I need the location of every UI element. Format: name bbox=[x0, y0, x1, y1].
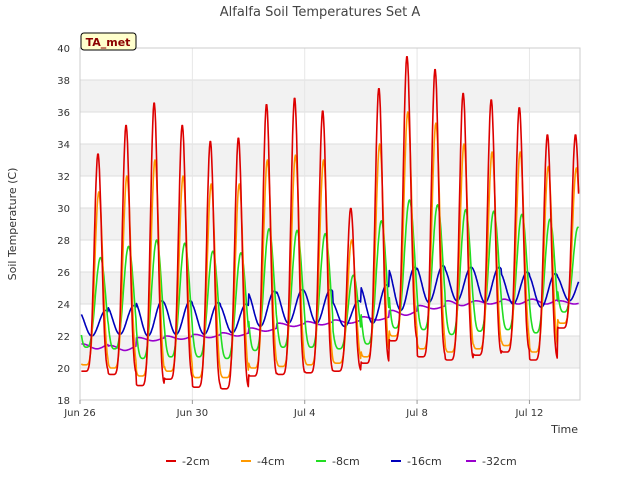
x-axis-label: Time bbox=[550, 423, 578, 436]
series-line-neg16cm bbox=[80, 264, 580, 337]
y-axis-ticks: 18 20 22 24 26 28 30 32 34 36 38 40 bbox=[57, 44, 70, 407]
x-tick-label: Jun 26 bbox=[63, 408, 96, 419]
plot-band bbox=[80, 144, 580, 176]
y-tick-label: 28 bbox=[57, 236, 70, 247]
chart-title: Alfalfa Soil Temperatures Set A bbox=[220, 5, 421, 20]
x-tick-label: Jul 12 bbox=[514, 408, 543, 419]
legend: -2cm -4cm -8cm -16cm -32cm bbox=[166, 455, 517, 468]
plot-band bbox=[80, 48, 580, 80]
legend-label: -8cm bbox=[332, 455, 360, 468]
legend-label: -4cm bbox=[257, 455, 285, 468]
legend-label: -32cm bbox=[482, 455, 517, 468]
station-badge-text: TA_met bbox=[86, 36, 131, 49]
y-tick-label: 38 bbox=[57, 76, 70, 87]
y-axis-label: Soil Temperature (C) bbox=[6, 168, 19, 281]
station-badge: TA_met bbox=[80, 32, 137, 51]
y-tick-label: 36 bbox=[57, 108, 70, 119]
x-tick-label: Jul 8 bbox=[405, 408, 428, 419]
plot-band bbox=[80, 80, 580, 112]
y-tick-label: 40 bbox=[57, 44, 70, 55]
series-lines bbox=[80, 55, 580, 390]
plot-band bbox=[80, 368, 580, 400]
y-tick-label: 22 bbox=[57, 332, 70, 343]
plot-band bbox=[80, 112, 580, 144]
y-tick-label: 24 bbox=[57, 300, 70, 311]
station-badge-box bbox=[80, 32, 137, 51]
plot-band bbox=[80, 208, 580, 240]
x-axis-ticks: Jun 26 Jun 30 Jul 4 Jul 8 Jul 12 bbox=[63, 400, 543, 419]
x-tick-label: Jul 4 bbox=[293, 408, 316, 419]
y-tick-label: 30 bbox=[57, 204, 70, 215]
y-tick-label: 32 bbox=[57, 172, 70, 183]
series-line-neg2cm bbox=[81, 55, 580, 390]
legend-label: -16cm bbox=[407, 455, 442, 468]
legend-label: -2cm bbox=[182, 455, 210, 468]
x-tick-label: Jun 30 bbox=[176, 408, 209, 419]
y-tick-label: 20 bbox=[57, 364, 70, 375]
plot-band bbox=[80, 176, 580, 208]
plot-frame bbox=[79, 47, 581, 401]
y-tick-label: 26 bbox=[57, 268, 70, 279]
y-tick-label: 34 bbox=[57, 140, 70, 151]
y-tick-label: 18 bbox=[57, 396, 70, 407]
